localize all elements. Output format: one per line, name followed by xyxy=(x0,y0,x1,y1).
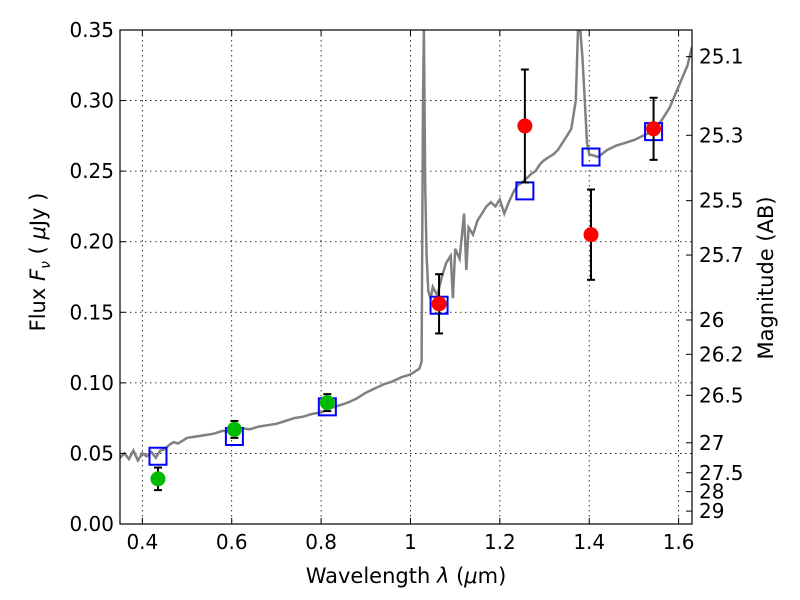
x-axis-ticks: 0.4 0.6 0.8 1 1.2 1.4 1.6 xyxy=(126,30,695,554)
data-point xyxy=(431,296,447,312)
x-tick-label: 0.6 xyxy=(216,530,248,554)
x-tick-label: 1.6 xyxy=(663,530,695,554)
y-axis-label: Flux Fν ( μJy ) xyxy=(26,193,54,332)
y2-tick-label: 28 xyxy=(699,480,724,504)
data-point xyxy=(319,395,335,411)
model-photometry-square xyxy=(148,446,168,466)
data-point xyxy=(226,421,242,437)
y-tick-label: 0.05 xyxy=(69,441,114,465)
y2-tick-label: 26.5 xyxy=(699,383,744,407)
y-tick-label: 0.35 xyxy=(69,18,114,42)
data-point xyxy=(150,471,166,487)
y2-tick-label: 26 xyxy=(699,308,724,332)
y-axis-ticks: 0.00 0.05 0.10 0.15 0.20 0.25 0.30 0.35 xyxy=(69,18,126,536)
x-tick-label: 1 xyxy=(404,530,417,554)
y2-tick-label: 26.2 xyxy=(699,342,744,366)
y2-axis-label: Magnitude (AB) xyxy=(754,196,778,359)
y-tick-label: 0.25 xyxy=(69,159,114,183)
grid-lines xyxy=(120,30,692,524)
x-tick-label: 1.2 xyxy=(484,530,516,554)
observed-points xyxy=(150,118,662,487)
x-axis-label: Wavelength λ (μm) xyxy=(306,564,507,588)
y2-tick-label: 25.3 xyxy=(699,123,744,147)
y-tick-label: 0.20 xyxy=(69,230,114,254)
y2-tick-label: 25.1 xyxy=(699,45,744,69)
plot-area xyxy=(120,30,692,492)
y-tick-label: 0.10 xyxy=(69,371,114,395)
y-tick-label: 0.30 xyxy=(69,89,114,113)
data-point xyxy=(517,118,533,134)
x-tick-label: 1.4 xyxy=(573,530,605,554)
data-point xyxy=(583,227,599,243)
x-tick-label: 0.8 xyxy=(305,530,337,554)
y2-tick-label: 25.5 xyxy=(699,189,744,213)
y-tick-label: 0.15 xyxy=(69,300,114,324)
plot-frame xyxy=(119,29,693,525)
spectrum-line xyxy=(120,30,692,464)
data-point xyxy=(646,121,662,137)
y2-tick-label: 27.5 xyxy=(699,461,744,485)
y2-tick-label: 29 xyxy=(699,499,724,523)
model-photometry-square xyxy=(581,147,601,167)
y2-tick-label: 25.7 xyxy=(699,243,744,267)
x-tick-label: 0.4 xyxy=(126,530,158,554)
y2-tick-label: 27 xyxy=(699,431,724,455)
y-tick-label: 0.00 xyxy=(69,512,114,536)
